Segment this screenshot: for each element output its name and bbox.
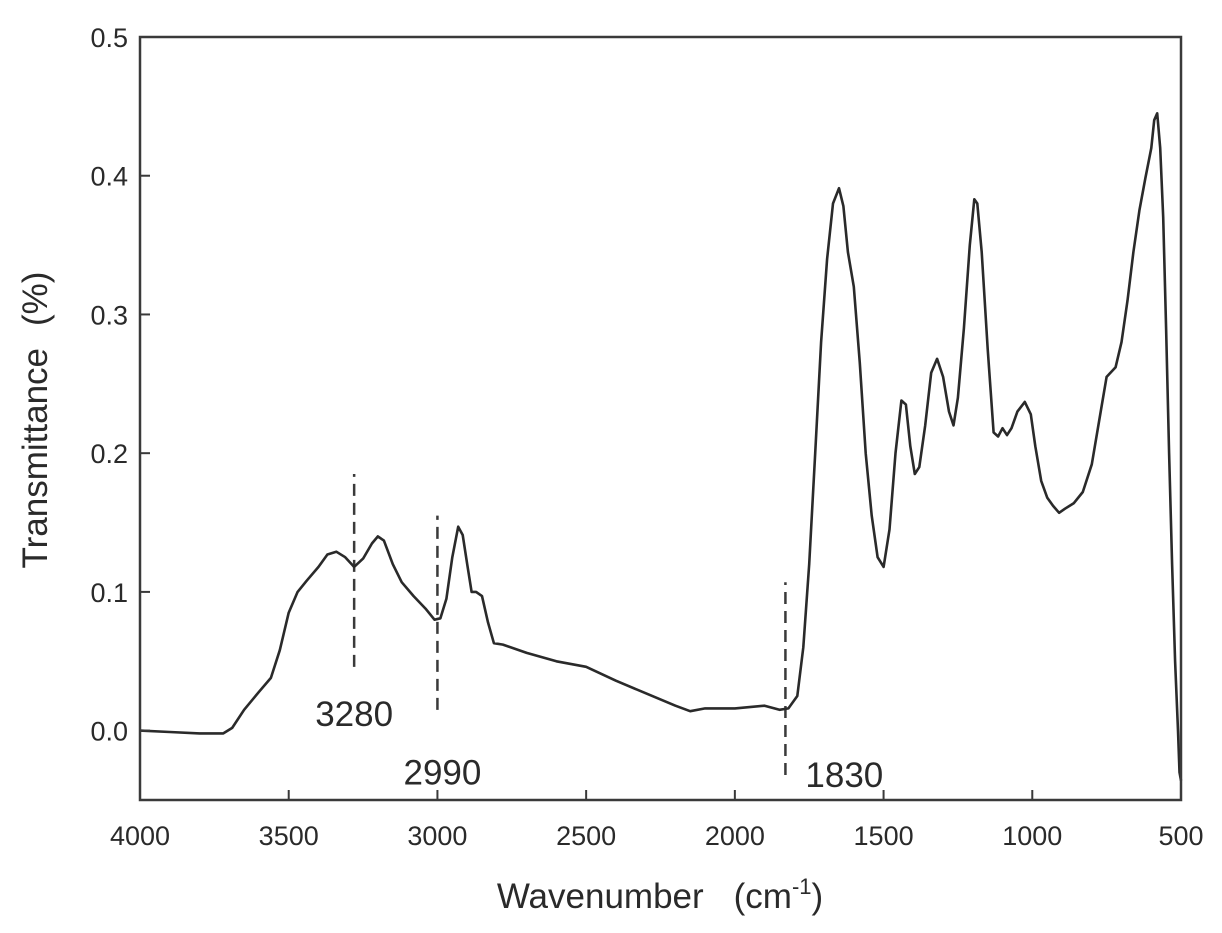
x-tick-label: 3500 (259, 821, 319, 851)
x-axis-unit-prefix: (cm (734, 877, 792, 916)
x-tick-label: 4000 (110, 821, 170, 851)
x-tick-label: 2500 (556, 821, 616, 851)
annotation-lines (352, 473, 787, 776)
y-axis-title-text: Transmittance (16, 348, 55, 568)
x-tick-label: 2000 (705, 821, 765, 851)
x-tick-label: 500 (1158, 821, 1203, 851)
x-axis-title-text: Wavenumber (497, 877, 704, 916)
y-axis-unit: (%) (16, 272, 55, 326)
y-tick-label: 0.0 (90, 717, 128, 747)
y-tick-label: 0.3 (90, 300, 128, 330)
y-tick-label: 0.2 (90, 439, 128, 469)
y-axis-ticks: 0.0 0.1 0.2 0.3 0.4 0.5 (90, 23, 150, 747)
x-axis-ticks: 4000 3500 3000 2500 2000 1500 1000 500 (110, 790, 1204, 851)
y-axis-title: Transmittance (%) (16, 272, 55, 569)
y-tick-label: 0.4 (90, 162, 128, 192)
x-axis-unit-suffix: ) (812, 877, 824, 916)
annotation-label-1830: 1830 (805, 756, 883, 795)
x-axis-unit-superscript: -1 (792, 874, 812, 899)
x-axis-title: Wavenumber (cm-1) (497, 874, 823, 916)
annotation-label-2990: 2990 (403, 753, 481, 792)
y-tick-label: 0.5 (90, 23, 128, 53)
x-tick-label: 1500 (854, 821, 914, 851)
annotation-label-3280: 3280 (315, 695, 393, 734)
plot-frame (138, 35, 1183, 802)
x-tick-label: 1000 (1002, 821, 1062, 851)
y-tick-label: 0.1 (90, 578, 128, 608)
series-line-spectrum (139, 112, 1183, 781)
annotation-labels: 3280 2990 1830 (315, 695, 883, 795)
x-tick-label: 3000 (407, 821, 467, 851)
